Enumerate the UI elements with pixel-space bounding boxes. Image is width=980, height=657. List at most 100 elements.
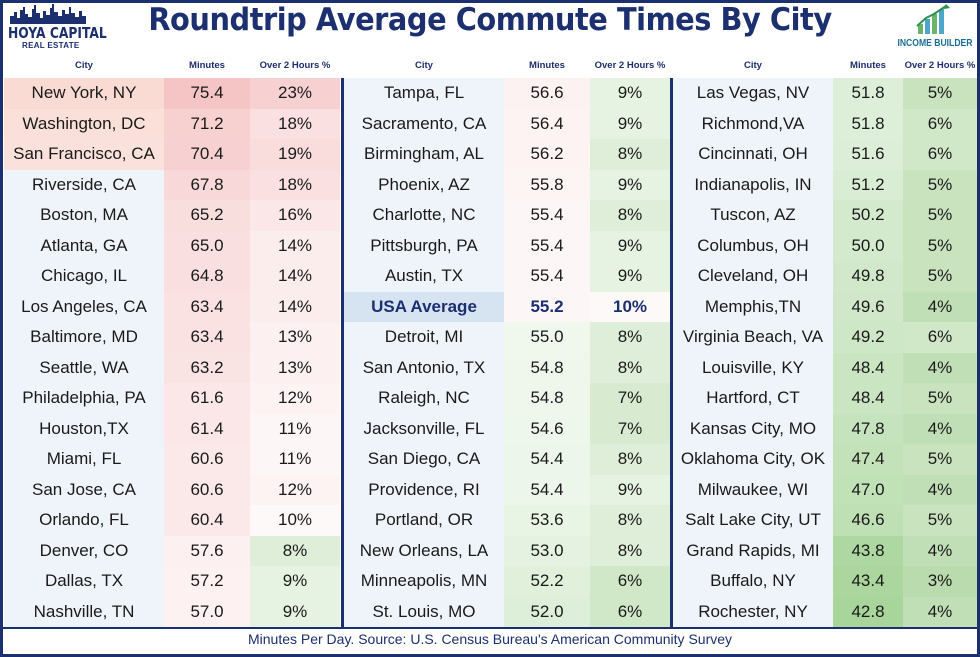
city-cell: Rochester, NY [673, 596, 833, 627]
city-cell: Orlando, FL [4, 505, 164, 536]
growth-chart-icon [916, 4, 950, 34]
column-header-over2: Over 2 Hours % [594, 60, 666, 71]
city-cell: San Francisco, CA [4, 139, 164, 170]
city-cell: San Antonio, TX [344, 352, 504, 383]
minutes-cell: 61.4 [164, 413, 250, 444]
city-cell: Cincinnati, OH [673, 139, 833, 170]
minutes-cell: 61.6 [164, 383, 250, 414]
over-2-hours-cell: 13% [250, 352, 340, 383]
hoya-capital-logo: HOYA CAPITAL REAL ESTATE [8, 4, 107, 56]
city-cell: Las Vegas, NV [673, 78, 833, 109]
over-2-hours-cell: 9% [590, 78, 670, 109]
city-cell: Columbus, OH [673, 230, 833, 261]
minutes-cell: 56.4 [504, 108, 590, 139]
over-2-hours-cell: 6% [903, 322, 977, 353]
over-2-hours-cell: 10% [250, 505, 340, 536]
over-2-hours-cell: 4% [903, 535, 977, 566]
minutes-cell: 56.6 [504, 78, 590, 109]
over-2-hours-cell: 11% [250, 444, 340, 475]
city-cell: Oklahoma City, OK [673, 444, 833, 475]
minutes-cell: 49.8 [833, 261, 903, 292]
minutes-cell: 48.4 [833, 383, 903, 414]
over-2-hours-cell: 7% [590, 413, 670, 444]
over-2-hours-cell: 8% [590, 322, 670, 353]
city-cell: Memphis,TN [673, 291, 833, 322]
over-2-hours-cell: 18% [250, 108, 340, 139]
city-cell: Grand Rapids, MI [673, 535, 833, 566]
minutes-cell: 54.4 [504, 444, 590, 475]
city-cell: St. Louis, MO [344, 596, 504, 627]
city-cell: Washington, DC [4, 108, 164, 139]
minutes-cell: 64.8 [164, 261, 250, 292]
logo-left-sub: REAL ESTATE [22, 41, 80, 50]
city-cell: Minneapolis, MN [344, 566, 504, 597]
over-2-hours-cell: 14% [250, 230, 340, 261]
minutes-cell: 63.2 [164, 352, 250, 383]
city-cell: Phoenix, AZ [344, 169, 504, 200]
minutes-cell: 51.8 [833, 78, 903, 109]
over-2-hours-cell: 9% [590, 474, 670, 505]
over-2-hours-cell: 6% [903, 108, 977, 139]
city-cell: Denver, CO [4, 535, 164, 566]
city-cell: Boston, MA [4, 200, 164, 231]
minutes-cell: 70.4 [164, 139, 250, 170]
minutes-cell: 49.2 [833, 322, 903, 353]
minutes-cell: 60.4 [164, 505, 250, 536]
city-cell: Atlanta, GA [4, 230, 164, 261]
city-cell: Salt Lake City, UT [673, 505, 833, 536]
city-cell: Milwaukee, WI [673, 474, 833, 505]
column-header-city: City [75, 60, 93, 71]
city-cell: Birmingham, AL [344, 139, 504, 170]
city-cell: Tuscon, AZ [673, 200, 833, 231]
minutes-cell: 43.8 [833, 535, 903, 566]
over-2-hours-cell: 5% [903, 169, 977, 200]
over-2-hours-cell: 9% [590, 230, 670, 261]
city-cell: Philadelphia, PA [4, 383, 164, 414]
minutes-cell: 54.4 [504, 474, 590, 505]
minutes-cell: 53.6 [504, 505, 590, 536]
minutes-cell: 48.4 [833, 352, 903, 383]
column-header-city: City [744, 60, 762, 71]
over-2-hours-cell: 10% [590, 291, 670, 322]
minutes-cell: 52.2 [504, 566, 590, 597]
minutes-cell: 55.4 [504, 261, 590, 292]
over-2-hours-cell: 9% [590, 108, 670, 139]
over-2-hours-cell: 9% [250, 566, 340, 597]
over-2-hours-cell: 4% [903, 413, 977, 444]
minutes-cell: 47.8 [833, 413, 903, 444]
over-2-hours-cell: 12% [250, 383, 340, 414]
over-2-hours-cell: 18% [250, 169, 340, 200]
column-header-minutes: Minutes [529, 60, 565, 71]
minutes-cell: 55.0 [504, 322, 590, 353]
city-cell: Indianapolis, IN [673, 169, 833, 200]
over-2-hours-cell: 4% [903, 352, 977, 383]
over-2-hours-cell: 5% [903, 78, 977, 109]
city-cell: Riverside, CA [4, 169, 164, 200]
over-2-hours-cell: 9% [590, 169, 670, 200]
over-2-hours-cell: 5% [903, 444, 977, 475]
city-cell: Hartford, CT [673, 383, 833, 414]
city-cell: Detroit, MI [344, 322, 504, 353]
city-cell: Richmond,VA [673, 108, 833, 139]
minutes-cell: 51.2 [833, 169, 903, 200]
over-2-hours-cell: 6% [590, 566, 670, 597]
over-2-hours-cell: 14% [250, 291, 340, 322]
over-2-hours-cell: 6% [903, 139, 977, 170]
column-header-minutes: Minutes [189, 60, 225, 71]
over-2-hours-cell: 4% [903, 596, 977, 627]
over-2-hours-cell: 9% [590, 261, 670, 292]
over-2-hours-cell: 14% [250, 261, 340, 292]
over-2-hours-cell: 3% [903, 566, 977, 597]
city-cell: San Jose, CA [4, 474, 164, 505]
city-cell: Kansas City, MO [673, 413, 833, 444]
city-cell: Seattle, WA [4, 352, 164, 383]
column-header-over2: Over 2 Hours % [904, 60, 976, 71]
city-skyline-icon [10, 4, 86, 24]
city-cell: Houston,TX [4, 413, 164, 444]
city-cell: USA Average [344, 291, 504, 322]
minutes-cell: 57.2 [164, 566, 250, 597]
city-cell: Nashville, TN [4, 596, 164, 627]
source-footer: Minutes Per Day. Source: U.S. Census Bur… [247, 631, 733, 647]
minutes-cell: 55.4 [504, 200, 590, 231]
over-2-hours-cell: 5% [903, 505, 977, 536]
